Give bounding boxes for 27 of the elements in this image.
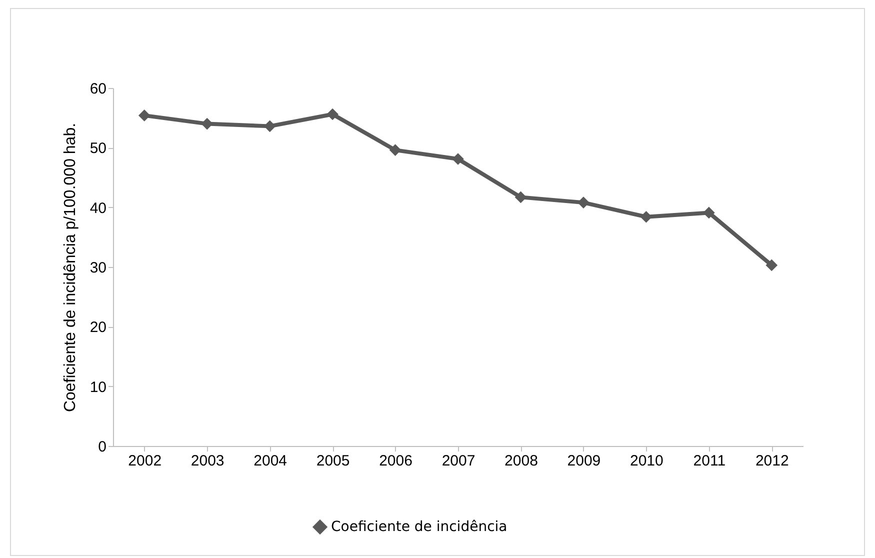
point	[326, 108, 338, 120]
x-tick-label: 2003	[190, 452, 224, 470]
point	[452, 153, 464, 165]
legend-label: Coeficiente de incidência	[331, 519, 508, 535]
x-tick-label: 2005	[316, 452, 350, 470]
y-tick-label: 30	[90, 260, 106, 276]
x-tick-label: 2008	[504, 452, 538, 470]
point	[389, 144, 402, 156]
x-tick-label: 2009	[567, 452, 601, 470]
y-tick-label: 10	[90, 378, 106, 396]
y-tick-label: 0	[98, 438, 106, 456]
point	[514, 191, 527, 204]
x-tick-label: 2006	[379, 452, 412, 470]
point	[138, 110, 150, 122]
x-tick-label: 2012	[755, 452, 789, 470]
y-axis-title: Coeficiente de incidência p/100.000 hab.	[62, 122, 79, 412]
x-tick-label: 2007	[442, 452, 476, 470]
y-tick-label: 40	[90, 200, 106, 217]
x-tick-label: 2010	[630, 452, 664, 470]
x-tick-label: 2002	[128, 452, 162, 470]
x-tick-label: 2011	[693, 452, 726, 470]
y-tick-label: 50	[90, 140, 106, 158]
x-tick-label: 2004	[254, 452, 288, 470]
point	[766, 259, 778, 272]
y-tick-label: 60	[90, 80, 106, 98]
point	[578, 196, 590, 208]
y-tick-label: 20	[90, 319, 106, 336]
